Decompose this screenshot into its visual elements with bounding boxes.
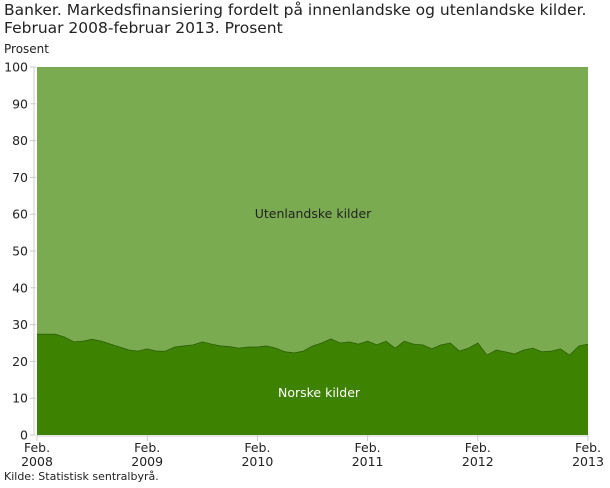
y-tick-label: 50	[12, 244, 28, 259]
x-tick-label-month: Feb.	[134, 440, 160, 455]
y-tick-label: 70	[12, 170, 28, 185]
y-tick-label: 0	[20, 428, 28, 443]
x-tick-label-year: 2011	[352, 454, 384, 469]
x-tick-label-year: 2009	[131, 454, 163, 469]
x-tick-label-month: Feb.	[575, 440, 601, 455]
y-tick-label: 20	[12, 354, 28, 369]
x-tick-label-year: 2013	[572, 454, 604, 469]
area-norske-kilder	[37, 334, 588, 435]
series-label-utenlandske-kilder: Utenlandske kilder	[255, 206, 372, 221]
source-note: Kilde: Statistisk sentralbyrå.	[4, 470, 159, 483]
y-tick-label: 40	[12, 280, 28, 295]
x-tick-label-month: Feb.	[355, 440, 381, 455]
x-tick-label-month: Feb.	[244, 440, 270, 455]
x-tick-label-year: 2012	[462, 454, 494, 469]
x-tick-label-year: 2010	[241, 454, 273, 469]
y-axis-label: Prosent	[4, 42, 49, 56]
y-tick-label: 60	[12, 207, 28, 222]
series-label-norske-kilder: Norske kilder	[278, 385, 361, 400]
y-tick-label: 30	[12, 317, 28, 332]
x-tick-label-year: 2008	[21, 454, 53, 469]
chart-title: Banker. Markedsfinansiering fordelt på i…	[4, 1, 587, 37]
y-tick-label: 10	[12, 391, 28, 406]
x-tick-label-month: Feb.	[24, 440, 50, 455]
x-tick-label-month: Feb.	[465, 440, 491, 455]
y-tick-label: 80	[12, 133, 28, 148]
series-boundary-line	[37, 333, 589, 356]
y-tick-label: 100	[4, 60, 28, 75]
area-utenlandske-kilder	[37, 67, 588, 356]
y-tick-label: 90	[12, 96, 28, 111]
